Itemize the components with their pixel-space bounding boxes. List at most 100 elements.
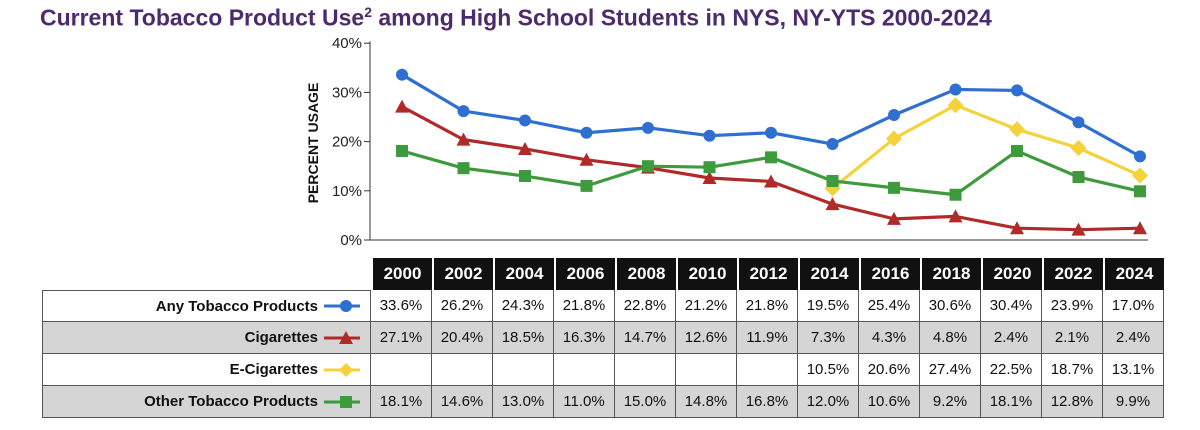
y-tick-label: 40% [332, 35, 362, 52]
table-cell: 30.6% [920, 290, 981, 322]
y-tick-label: 20% [332, 134, 362, 151]
data-point-3 [949, 188, 962, 201]
year-header: 2020 [981, 258, 1042, 290]
table-cell: 22.5% [981, 354, 1042, 386]
data-point-3 [457, 162, 470, 175]
data-point-1 [1010, 221, 1024, 235]
table-cell: 25.4% [859, 290, 920, 322]
table-cell: 15.0% [615, 386, 676, 418]
table-cell: 23.9% [1042, 290, 1103, 322]
table-cell: 2.4% [981, 322, 1042, 354]
year-header: 2012 [737, 258, 798, 290]
data-point-0 [457, 105, 470, 118]
series-name: E-Cigarettes [229, 361, 318, 378]
table-cell: 14.7% [615, 322, 676, 354]
data-point-1 [518, 141, 532, 155]
series-line-0 [401, 73, 1141, 158]
table-cell [676, 354, 737, 386]
data-point-1 [579, 152, 594, 166]
year-header: 2016 [859, 258, 920, 290]
table-cell: 11.0% [554, 386, 615, 418]
data-point-3 [826, 174, 839, 187]
year-header: 2018 [920, 258, 981, 290]
data-point-1 [702, 171, 717, 185]
data-table: 2000 2002 2004 2006 2008 2010 2012 2014 2016 2018… [42, 258, 1164, 418]
table-cell: 21.8% [737, 290, 798, 322]
data-point-0 [1134, 150, 1146, 163]
table-cell: 27.4% [920, 354, 981, 386]
legend-swatch [324, 362, 360, 377]
table-cell: 24.3% [493, 290, 554, 322]
table-cell: 12.6% [676, 322, 737, 354]
table-cell: 33.6% [371, 290, 432, 322]
data-point-1 [825, 197, 840, 211]
year-header: 2002 [432, 258, 493, 290]
year-header: 2014 [798, 258, 859, 290]
table-cell: 2.4% [1103, 322, 1164, 354]
series-line-2 [831, 103, 1141, 190]
table-cell: 18.1% [371, 386, 432, 418]
table-cell: 13.1% [1103, 354, 1164, 386]
year-header: 2024 [1103, 258, 1164, 290]
table-cell: 20.6% [859, 354, 920, 386]
series-label-2: E-Cigarettes [42, 354, 371, 386]
series-label-3: Other Tobacco Products [42, 386, 371, 418]
data-point-3 [1072, 171, 1085, 184]
table-cell [371, 354, 432, 386]
table-cell: 17.0% [1103, 290, 1164, 322]
year-header: 2010 [676, 258, 737, 290]
series-name: Other Tobacco Products [144, 393, 318, 410]
table-cell: 26.2% [432, 290, 493, 322]
y-tick-label: 0% [340, 232, 362, 249]
table-cell [432, 354, 493, 386]
data-point-0 [703, 129, 716, 142]
table-cell: 10.6% [859, 386, 920, 418]
data-point-3 [519, 170, 531, 183]
series-name: Cigarettes [244, 329, 318, 346]
table-cell: 9.2% [920, 386, 981, 418]
table-cell: 30.4% [981, 290, 1042, 322]
data-point-1 [887, 211, 901, 225]
series-line-1 [401, 105, 1141, 232]
table-cell: 4.3% [859, 322, 920, 354]
year-header: 2006 [554, 258, 615, 290]
table-cell: 14.6% [432, 386, 493, 418]
table-cell: 18.5% [493, 322, 554, 354]
table-cell [737, 354, 798, 386]
y-tick-label: 30% [332, 84, 362, 101]
data-point-3 [1011, 144, 1023, 157]
data-point-1 [764, 174, 778, 188]
series-label-1: Cigarettes [42, 322, 371, 354]
y-tick-label: 10% [332, 183, 362, 200]
year-header: 2000 [371, 258, 432, 290]
table-cell: 21.8% [554, 290, 615, 322]
table-cell [493, 354, 554, 386]
data-point-1 [1133, 221, 1147, 235]
table-cell: 18.1% [981, 386, 1042, 418]
data-point-3 [642, 160, 654, 173]
table-cell: 20.4% [432, 322, 493, 354]
table-cell: 11.9% [737, 322, 798, 354]
table-cell: 7.3% [798, 322, 859, 354]
year-header: 2008 [615, 258, 676, 290]
table-cell: 9.9% [1103, 386, 1164, 418]
data-point-3 [396, 144, 408, 157]
data-point-1 [1071, 222, 1086, 236]
series-label-0: Any Tobacco Products [42, 290, 371, 322]
table-cell: 16.3% [554, 322, 615, 354]
data-point-0 [1011, 84, 1023, 97]
table-cell: 22.8% [615, 290, 676, 322]
year-header: 2022 [1042, 258, 1103, 290]
data-point-0 [949, 83, 962, 96]
data-point-0 [1072, 116, 1085, 129]
data-point-1 [456, 132, 471, 146]
table-cell: 4.8% [920, 322, 981, 354]
table-corner [42, 258, 371, 290]
table-cell: 14.8% [676, 386, 737, 418]
year-header: 2004 [493, 258, 554, 290]
data-point-0 [642, 121, 654, 134]
data-point-0 [765, 126, 777, 139]
data-point-2 [1070, 139, 1087, 156]
table-cell: 21.2% [676, 290, 737, 322]
data-point-0 [826, 138, 839, 151]
